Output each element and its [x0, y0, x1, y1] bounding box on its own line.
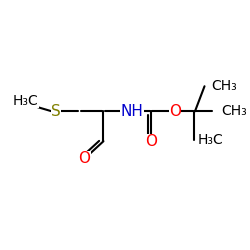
- Text: CH₃: CH₃: [212, 79, 238, 93]
- Text: CH₃: CH₃: [221, 104, 247, 118]
- Text: NH: NH: [120, 104, 144, 119]
- Text: S: S: [51, 104, 61, 119]
- Text: H₃C: H₃C: [198, 133, 223, 147]
- Text: O: O: [145, 134, 157, 149]
- Text: O: O: [78, 151, 90, 166]
- Text: H₃C: H₃C: [13, 94, 39, 108]
- Text: O: O: [169, 104, 181, 119]
